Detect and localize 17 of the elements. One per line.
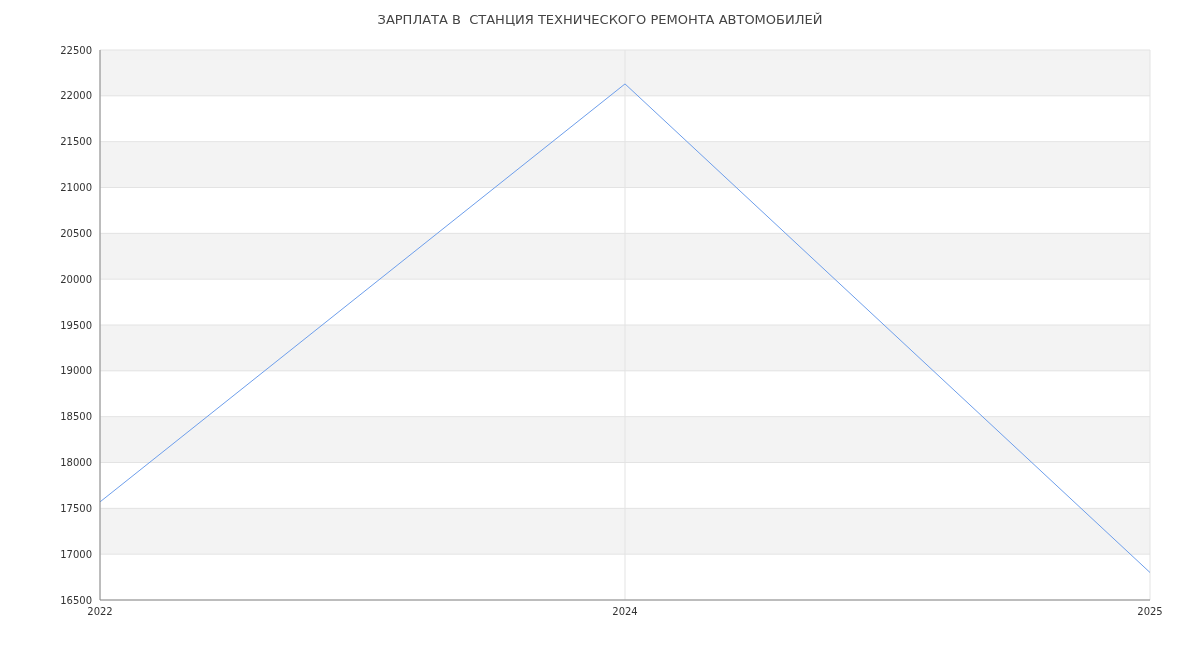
y-tick-label: 20500 <box>60 227 92 239</box>
y-tick-label: 17500 <box>60 502 92 514</box>
y-tick-label: 19500 <box>60 319 92 331</box>
y-tick-label: 22000 <box>60 90 92 102</box>
y-tick-label: 20000 <box>60 273 92 285</box>
y-tick-label: 18500 <box>60 411 92 423</box>
y-tick-label: 17000 <box>60 548 92 560</box>
y-tick-label: 19000 <box>60 365 92 377</box>
y-tick-label: 21000 <box>60 182 92 194</box>
y-tick-label: 18000 <box>60 457 92 469</box>
y-tick-label: 22500 <box>60 44 92 56</box>
x-tick-label: 2022 <box>87 606 113 618</box>
y-tick-label: 16500 <box>60 594 92 606</box>
y-tick-label: 21500 <box>60 136 92 148</box>
x-tick-label: 2025 <box>1137 606 1163 618</box>
chart-title: ЗАРПЛАТА В СТАНЦИЯ ТЕХНИЧЕСКОГО РЕМОНТА АВТОМОБИЛЕЙ <box>376 12 824 27</box>
x-tick-label: 2024 <box>612 606 638 618</box>
